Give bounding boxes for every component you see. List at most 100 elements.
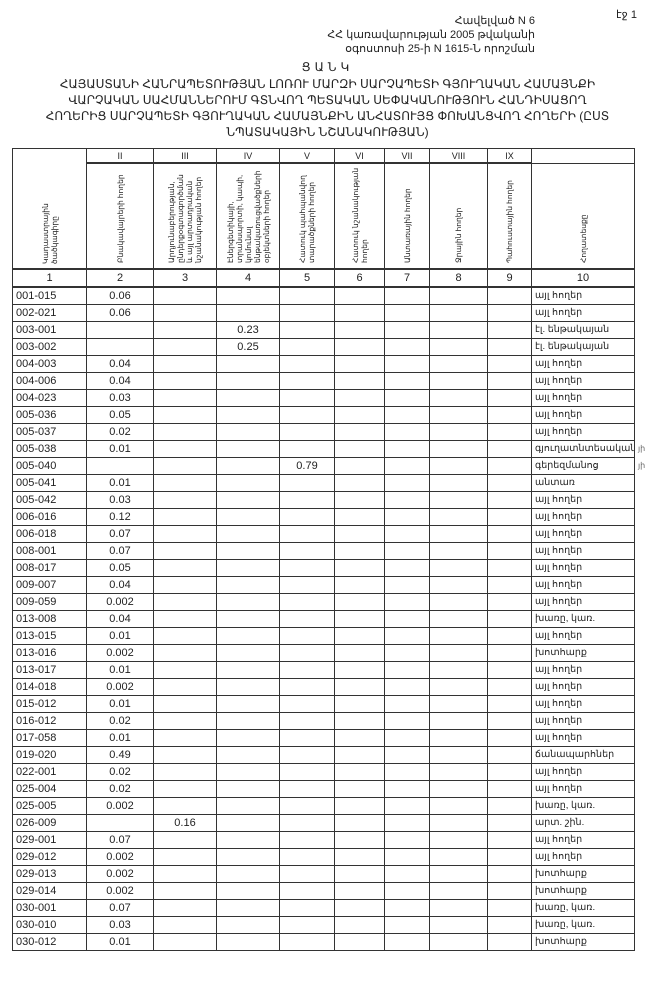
- land-type: այլ հողեր: [531, 576, 635, 594]
- table-body: 001-015 0.06 այլ հողեր 002-021 0.06 այլ հողեր…: [12, 286, 635, 951]
- area-value: [334, 304, 385, 322]
- area-value: [429, 525, 488, 543]
- area-value: 0.002: [86, 644, 154, 662]
- column-number-row: 1 2 3 4 5 6 7 8 9 10: [12, 268, 635, 288]
- area-value: [153, 321, 217, 339]
- roman-numeral: IX: [487, 148, 532, 164]
- area-value: [429, 865, 488, 883]
- land-type: էլ. ենթակայան: [531, 338, 635, 356]
- area-value: 0.02: [86, 712, 154, 730]
- annex-number: Հավելված N 6: [454, 15, 535, 27]
- area-value: [487, 899, 532, 917]
- area-value: [487, 559, 532, 577]
- column-header-9: Պահուստային հողեր: [487, 162, 532, 270]
- area-value: [487, 933, 532, 951]
- area-value: [153, 576, 217, 594]
- column-number: 9: [487, 268, 532, 288]
- area-value: [487, 372, 532, 390]
- area-value: [429, 695, 488, 713]
- area-value: [487, 814, 532, 832]
- area-value: [86, 814, 154, 832]
- area-value: [216, 423, 280, 441]
- area-value: [153, 423, 217, 441]
- area-value: 0.01: [86, 695, 154, 713]
- area-value: [153, 627, 217, 645]
- area-value: [216, 933, 280, 951]
- land-type: խոտհարք: [531, 644, 635, 662]
- land-type: անտառ: [531, 474, 635, 492]
- column-header-1: Կադաստրային ծածկագիրը: [12, 148, 87, 270]
- land-type: այլ հողեր: [531, 304, 635, 322]
- cadastral-code: 025-004: [12, 780, 87, 798]
- area-value: 0.01: [86, 440, 154, 458]
- area-value: [429, 661, 488, 679]
- area-value: [216, 372, 280, 390]
- cadastral-code: 030-012: [12, 933, 87, 951]
- column-number: 5: [279, 268, 335, 288]
- area-value: [279, 423, 335, 441]
- area-value: [384, 763, 430, 781]
- area-value: 0.07: [86, 899, 154, 917]
- area-value: [216, 780, 280, 798]
- area-value: [487, 423, 532, 441]
- land-type: այլ հողեր: [531, 355, 635, 373]
- cadastral-code: 008-001: [12, 542, 87, 560]
- area-value: [384, 593, 430, 611]
- area-value: [216, 916, 280, 934]
- cadastral-code: 022-001: [12, 763, 87, 781]
- cadastral-code: 025-005: [12, 797, 87, 815]
- cadastral-code: 003-002: [12, 338, 87, 356]
- area-value: [429, 508, 488, 526]
- area-value: [334, 831, 385, 849]
- area-value: [153, 661, 217, 679]
- column-number: 2: [86, 268, 154, 288]
- area-value: [384, 457, 430, 475]
- area-value: [279, 780, 335, 798]
- table-row: 004-003 0.04 այլ հողեր: [12, 355, 635, 373]
- area-value: [153, 678, 217, 696]
- land-type: խառը, կառ.: [531, 899, 635, 917]
- area-value: 0.23: [216, 321, 280, 339]
- area-value: [216, 406, 280, 424]
- area-value: [216, 763, 280, 781]
- area-value: [153, 848, 217, 866]
- area-value: [487, 610, 532, 628]
- area-value: [216, 542, 280, 560]
- area-value: [487, 321, 532, 339]
- column-header-5: Հատուկ պահպանվող տարածքների հողեր: [279, 162, 335, 270]
- area-value: [153, 780, 217, 798]
- column-header-3: Արդյունաբերության, ընդերքօգտագործման և ա…: [153, 162, 217, 270]
- land-type: այլ հողեր: [531, 423, 635, 441]
- area-value: [429, 321, 488, 339]
- area-value: [334, 899, 385, 917]
- area-value: [487, 440, 532, 458]
- land-type: այլ հողեր: [531, 508, 635, 526]
- land-type: այլ հողեր: [531, 661, 635, 679]
- area-value: [429, 576, 488, 594]
- area-value: [429, 899, 488, 917]
- area-value: [487, 304, 532, 322]
- column-number: 4: [216, 268, 280, 288]
- area-value: [279, 746, 335, 764]
- area-value: [216, 576, 280, 594]
- title-line: ՆՊԱՏԱԿԱՅԻՆ ՆՇԱՆԱԿՈՒԹՅԱՆ): [226, 125, 429, 139]
- area-value: 0.002: [86, 848, 154, 866]
- area-value: [384, 508, 430, 526]
- area-value: [429, 712, 488, 730]
- table-row: 003-001 0.23 էլ. ենթակայան: [12, 321, 635, 339]
- area-value: [487, 729, 532, 747]
- area-value: [429, 559, 488, 577]
- column-label: Հատուկ պահպանվող տարածքների հողեր: [298, 175, 316, 263]
- land-type: այլ հողեր: [531, 627, 635, 645]
- area-value: [384, 899, 430, 917]
- table-row: 025-005 0.002 խառը, կառ.: [12, 797, 635, 815]
- margin-note: յի: [638, 460, 646, 470]
- land-type: խառը, կառ.: [531, 797, 635, 815]
- roman-numeral: [531, 148, 635, 164]
- area-value: [487, 389, 532, 407]
- area-value: [216, 355, 280, 373]
- area-value: [429, 610, 488, 628]
- area-value: [153, 474, 217, 492]
- area-value: [153, 831, 217, 849]
- area-value: [334, 474, 385, 492]
